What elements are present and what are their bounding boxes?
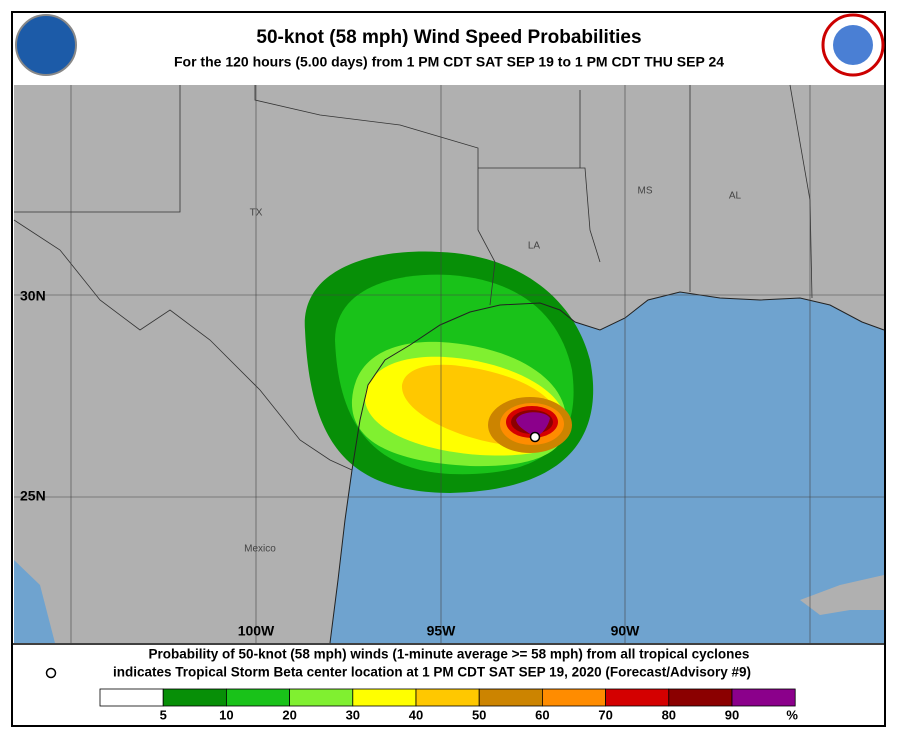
legend-swatch — [415, 688, 480, 707]
graticule — [14, 85, 884, 643]
region-label: Mexico — [244, 544, 276, 555]
legend-tick-label: 20 — [282, 707, 296, 722]
cuba — [800, 575, 884, 615]
nws-logo-inner — [833, 25, 873, 65]
lat-label: 25N — [20, 488, 46, 504]
legend-unit: % — [786, 707, 798, 722]
legend-tick-label: 60 — [535, 707, 549, 722]
legend-swatch — [289, 688, 354, 707]
coastline — [329, 291, 885, 644]
legend-tick-label: 70 — [598, 707, 612, 722]
legend: 5 10 20 30 40 50 60 70 80 90% — [99, 688, 798, 722]
legend-tick-label: 10 — [219, 707, 233, 722]
legend-swatch — [99, 688, 164, 707]
legend-swatch — [162, 688, 227, 707]
center-symbol — [45, 667, 57, 679]
noaa-logo — [15, 14, 77, 76]
region-label: TX — [250, 208, 263, 219]
legend-tick-label: 30 — [346, 707, 360, 722]
legend-tick-label: 50 — [472, 707, 486, 722]
region-label: MS — [638, 186, 653, 197]
legend-swatch — [478, 688, 543, 707]
lon-label: 90W — [611, 623, 641, 639]
contour-90 — [516, 412, 550, 437]
title: 50-knot (58 mph) Wind Speed Probabilitie… — [256, 27, 641, 48]
pacific — [14, 560, 55, 643]
lat-label: 30N — [20, 288, 46, 304]
legend-swatch — [731, 688, 796, 707]
region-label: LA — [528, 241, 541, 252]
legend-tick-label: 80 — [662, 707, 676, 722]
footer-line: indicates Tropical Storm Beta center loc… — [113, 665, 751, 680]
lon-label: 100W — [238, 623, 275, 639]
storm-center — [529, 431, 541, 443]
map: TX LA MS AL Mexico 30N 25N 100W 95W 90W — [13, 84, 885, 644]
legend-swatch — [668, 688, 733, 707]
lon-label: 95W — [427, 623, 457, 639]
rio-grande — [13, 219, 353, 471]
legend-swatch — [352, 688, 417, 707]
legend-tick-label: 5 — [160, 707, 167, 722]
legend-tick-label: 40 — [409, 707, 423, 722]
footer-line: Probability of 50-knot (58 mph) winds (1… — [149, 647, 750, 662]
legend-tick-label: 90 — [725, 707, 739, 722]
legend-swatch — [605, 688, 670, 707]
region-label: AL — [729, 191, 742, 202]
subtitle: For the 120 hours (5.00 days) from 1 PM … — [174, 54, 724, 70]
state-borders — [14, 84, 813, 306]
legend-swatch — [542, 688, 607, 707]
legend-swatch — [225, 688, 290, 707]
